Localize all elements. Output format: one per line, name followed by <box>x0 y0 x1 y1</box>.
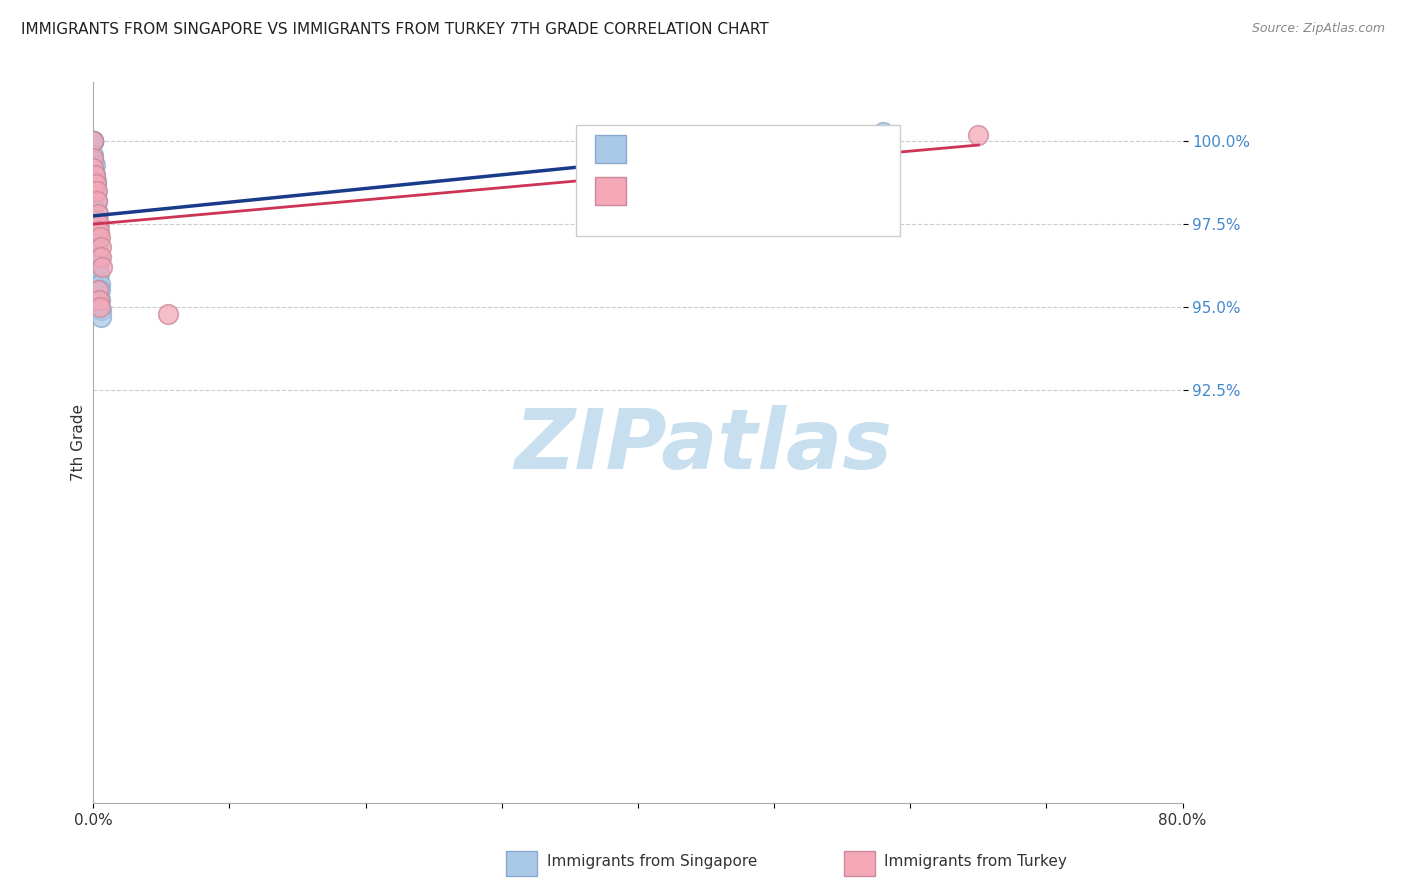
Point <box>82 135 104 149</box>
Point <box>89 284 111 298</box>
Point <box>82 151 104 165</box>
Point <box>84 168 107 182</box>
Text: Source: ZipAtlas.com: Source: ZipAtlas.com <box>1251 22 1385 36</box>
Point <box>82 178 104 192</box>
Point <box>87 250 110 264</box>
Point <box>82 280 104 294</box>
Point <box>87 293 110 308</box>
Point <box>82 211 104 225</box>
Point <box>82 154 104 169</box>
Point <box>82 253 104 268</box>
Point <box>82 217 104 231</box>
Point <box>967 128 990 142</box>
Text: Immigrants from Turkey: Immigrants from Turkey <box>884 855 1067 869</box>
Point <box>82 161 104 175</box>
Point <box>82 135 104 149</box>
Point <box>89 224 111 238</box>
Text: ZIPatlas: ZIPatlas <box>515 406 891 486</box>
Point <box>82 191 104 205</box>
Point <box>82 174 104 188</box>
Point <box>82 260 104 275</box>
Point <box>84 178 107 192</box>
Point <box>82 273 104 287</box>
Point <box>89 293 111 308</box>
Point <box>82 184 104 198</box>
Point <box>82 247 104 261</box>
Point <box>82 184 104 198</box>
Point <box>82 240 104 254</box>
Point <box>82 161 104 175</box>
Point <box>87 234 110 248</box>
Point <box>82 203 104 218</box>
Point <box>87 257 110 271</box>
Point <box>87 227 110 241</box>
Point <box>89 300 111 314</box>
Point <box>157 306 180 320</box>
Point <box>82 174 104 188</box>
Point <box>84 158 107 172</box>
Point <box>82 234 104 248</box>
Point <box>82 224 104 238</box>
Point <box>87 284 110 298</box>
Point <box>82 135 104 149</box>
Point <box>87 240 110 254</box>
Point <box>86 220 108 235</box>
Point <box>84 174 107 188</box>
Point <box>89 230 111 244</box>
Point <box>82 135 104 149</box>
Point <box>872 124 894 138</box>
Point <box>86 203 108 218</box>
Text: Immigrants from Singapore: Immigrants from Singapore <box>547 855 758 869</box>
Y-axis label: 7th Grade: 7th Grade <box>72 404 86 481</box>
Point <box>82 168 104 182</box>
Point <box>90 303 112 318</box>
Point <box>82 197 104 211</box>
Point <box>84 184 107 198</box>
Point <box>82 135 104 149</box>
Point <box>86 194 108 208</box>
Point <box>82 227 104 241</box>
Text: R = 0.343   N = 22: R = 0.343 N = 22 <box>637 179 821 197</box>
Text: R = 0.557   N = 55: R = 0.557 N = 55 <box>637 137 821 155</box>
Point <box>86 184 108 198</box>
Point <box>87 207 110 221</box>
Point <box>82 181 104 195</box>
Point <box>82 230 104 244</box>
Point <box>82 220 104 235</box>
Point <box>90 310 112 324</box>
Point <box>87 217 110 231</box>
Point <box>82 135 104 149</box>
Point <box>82 147 104 161</box>
Point <box>82 267 104 281</box>
Point <box>82 135 104 149</box>
Point <box>86 214 108 228</box>
Point <box>90 240 112 254</box>
Point <box>90 250 112 264</box>
Point <box>82 135 104 149</box>
Point <box>82 135 104 149</box>
Point <box>82 207 104 221</box>
Text: IMMIGRANTS FROM SINGAPORE VS IMMIGRANTS FROM TURKEY 7TH GRADE CORRELATION CHART: IMMIGRANTS FROM SINGAPORE VS IMMIGRANTS … <box>21 22 769 37</box>
Point <box>86 194 108 208</box>
Point <box>82 217 104 231</box>
Point <box>89 277 111 291</box>
Point <box>87 267 110 281</box>
Point <box>84 168 107 182</box>
Point <box>91 260 114 275</box>
Point <box>82 214 104 228</box>
